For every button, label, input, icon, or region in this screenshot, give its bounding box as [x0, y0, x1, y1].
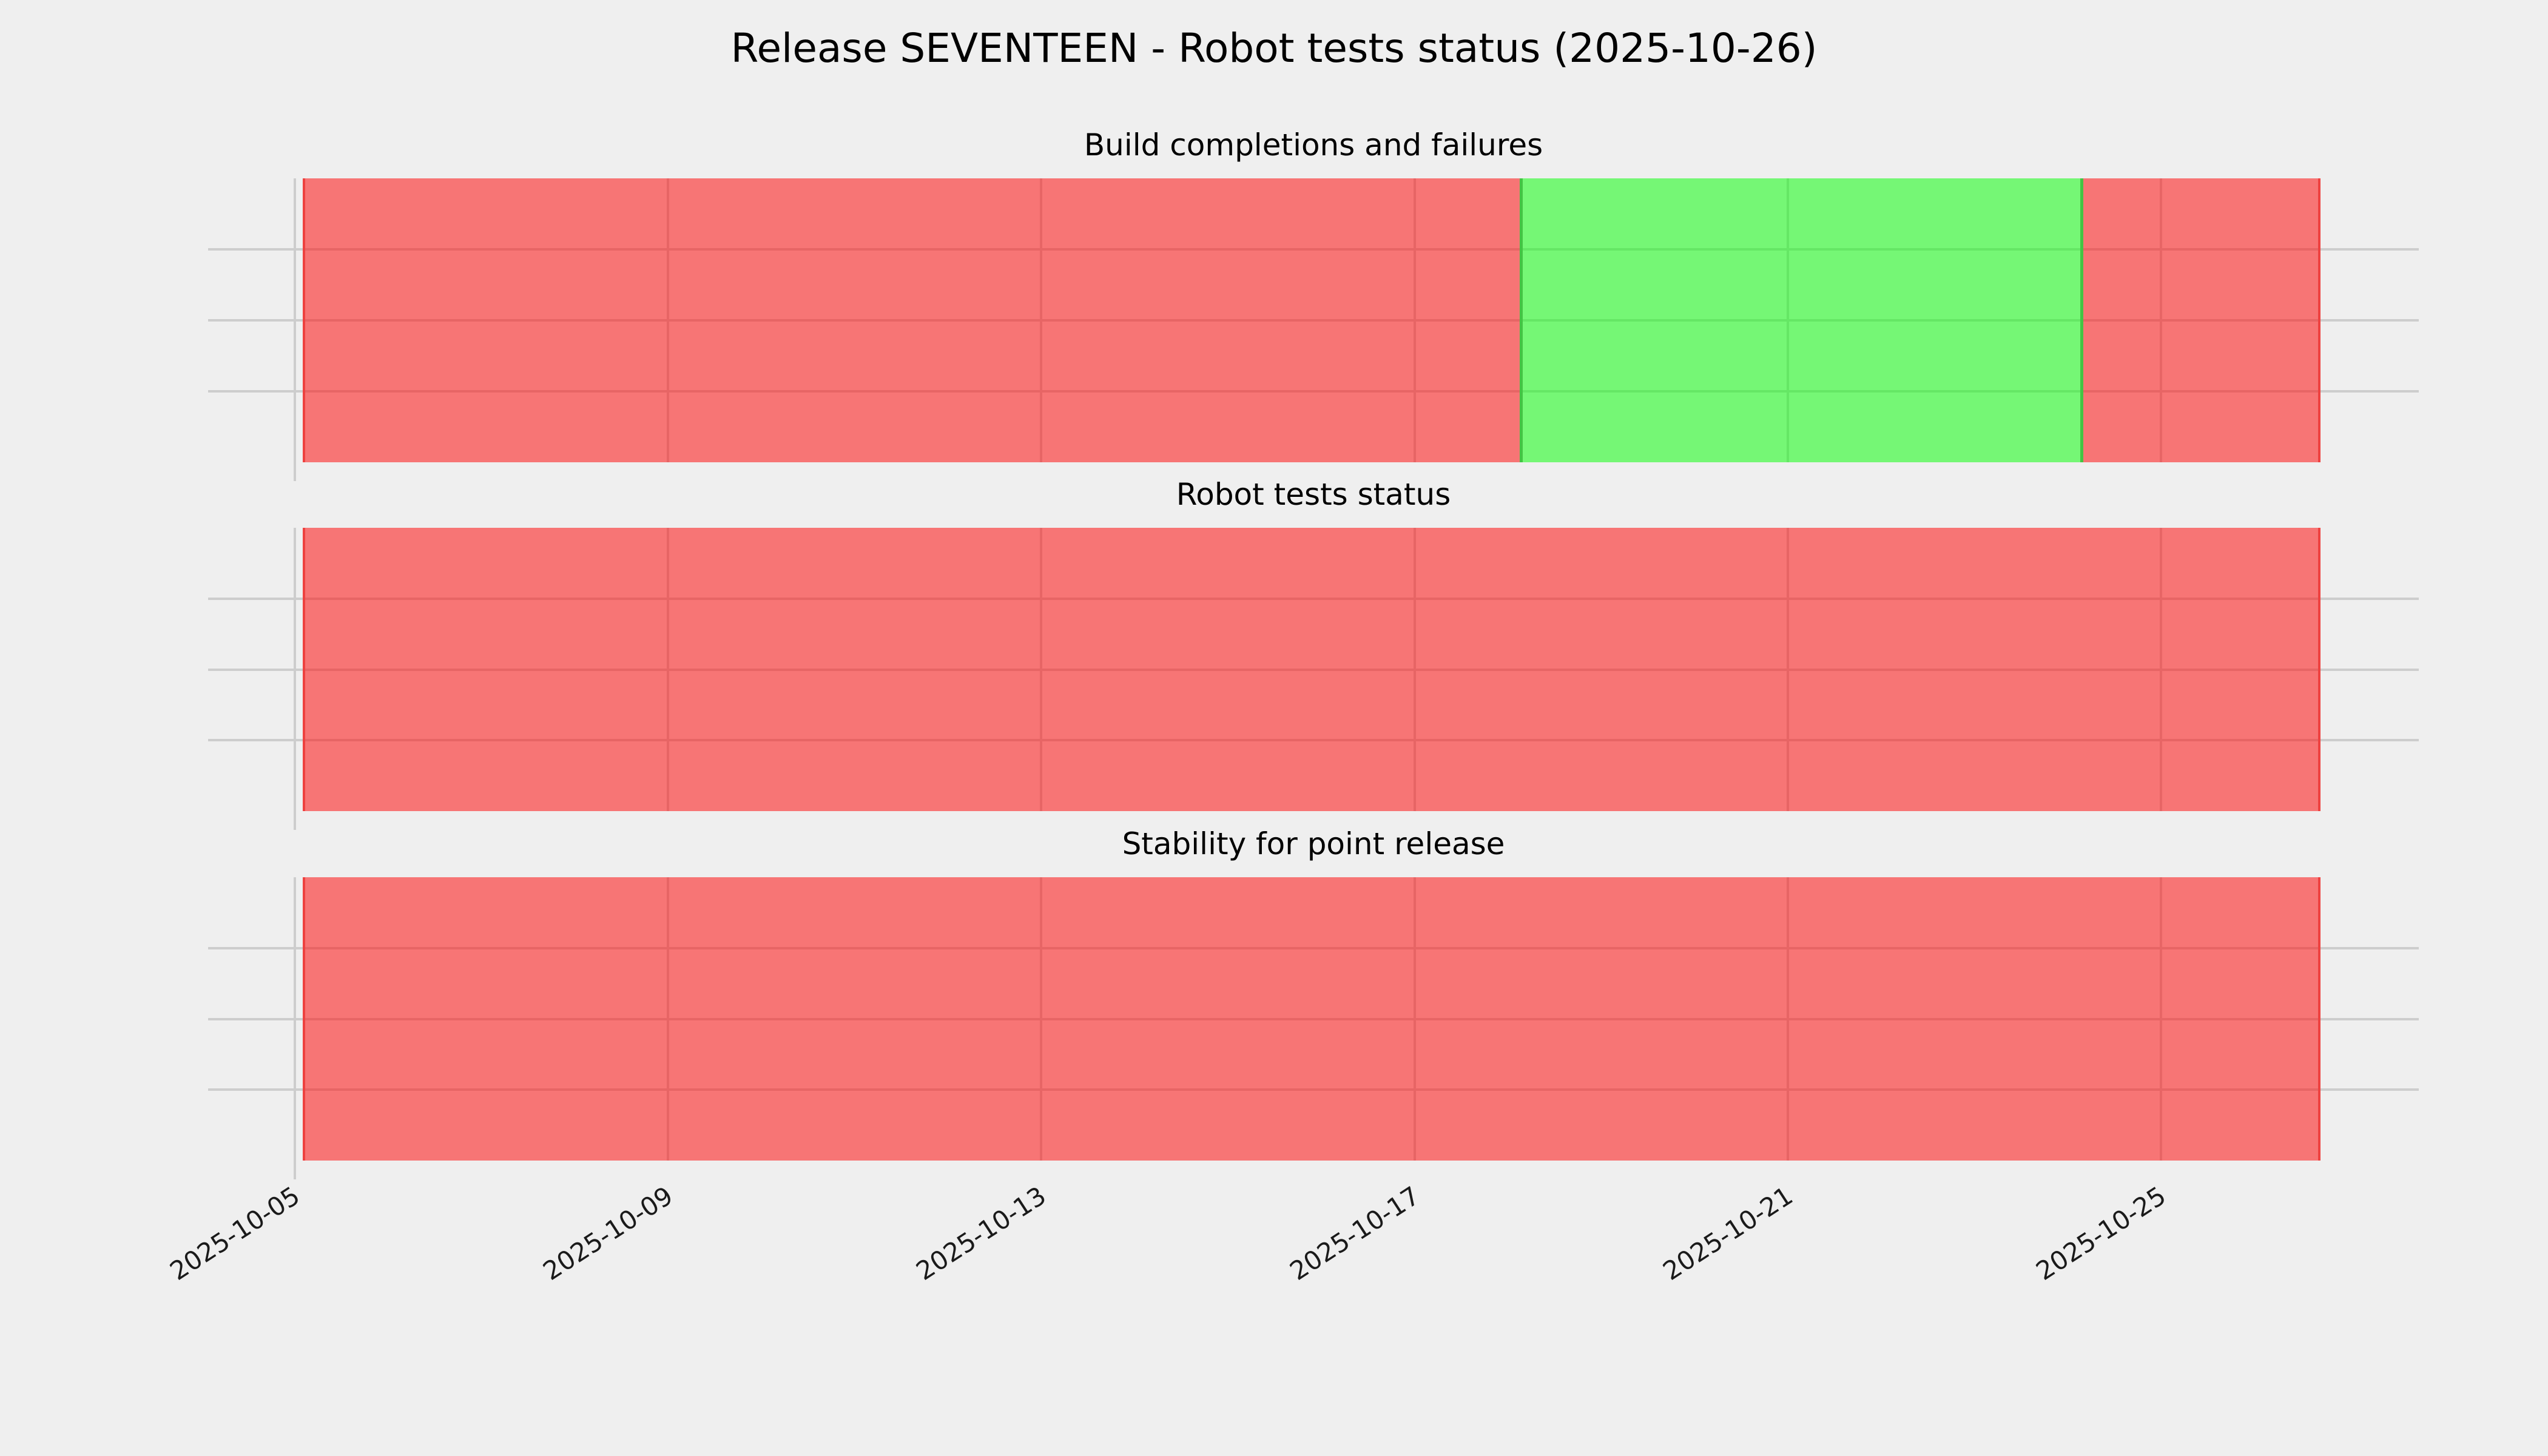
x-tick-label: 2025-10-05	[164, 1181, 305, 1287]
status-span-fail	[302, 178, 1520, 462]
x-tick-label: 2025-10-21	[1657, 1181, 1798, 1287]
subplot-2-axes	[208, 528, 2419, 830]
subplot-3-axes	[208, 877, 2419, 1179]
status-span-fail	[302, 877, 2320, 1161]
x-tick-label: 2025-10-17	[1284, 1181, 1425, 1287]
x-gridline	[294, 178, 296, 481]
x-tick-label: 2025-10-13	[911, 1181, 1052, 1287]
status-span-fail	[302, 528, 2320, 811]
subplot-3-title: Stability for point release	[1122, 826, 1505, 861]
figure-title: Release SEVENTEEN - Robot tests status (…	[730, 25, 1818, 72]
x-gridline	[294, 877, 296, 1179]
subplot-1-axes	[208, 178, 2419, 481]
subplot-1-title: Build completions and failures	[1084, 127, 1543, 163]
x-tick-label: 2025-10-25	[2031, 1181, 2171, 1287]
status-span-pass	[1519, 178, 2083, 462]
subplot-2-title: Robot tests status	[1176, 477, 1451, 512]
status-span-fail	[2083, 178, 2320, 462]
x-tick-label: 2025-10-09	[538, 1181, 678, 1287]
x-gridline	[294, 528, 296, 830]
